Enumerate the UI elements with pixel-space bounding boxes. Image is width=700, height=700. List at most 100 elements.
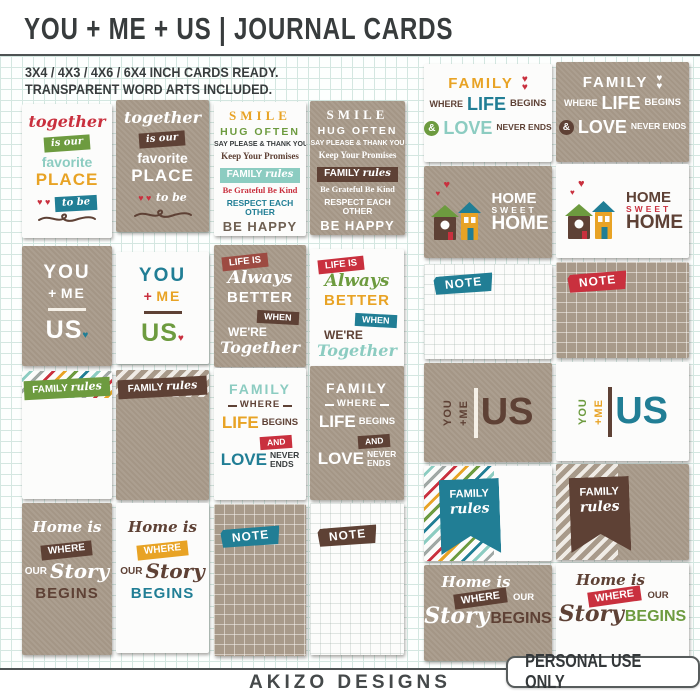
word-respect: RESPECT EACH OTHER bbox=[324, 196, 391, 217]
card-family-begins-kraft: FAMILY WHERE LIFE BEGINS AND LOVE NEVER END… bbox=[310, 366, 404, 500]
card-family-rules-pennant-white: FAMILY rules bbox=[424, 466, 552, 561]
hearts-icon: ♥ ♥ bbox=[37, 196, 51, 207]
word-me: ME bbox=[60, 284, 86, 301]
divider-bar bbox=[473, 387, 478, 438]
word-home-is: Home is bbox=[128, 518, 197, 536]
heart-icon: ♥ bbox=[578, 178, 585, 190]
word-where: WHERE bbox=[429, 99, 464, 110]
heart-icon: ♥ bbox=[443, 179, 451, 191]
word-never: NEVER bbox=[270, 449, 300, 460]
word-home: HOME bbox=[491, 189, 537, 207]
word-where: WHERE bbox=[336, 398, 378, 410]
word-together: together bbox=[28, 112, 106, 131]
word-you-vertical: YOU bbox=[576, 398, 589, 425]
word-together: Together bbox=[317, 341, 397, 361]
heart-icon: ♥ bbox=[177, 333, 184, 345]
word-say-please: SAY PLEASE & THANK YOU bbox=[310, 140, 405, 147]
banner-where: WHERE bbox=[40, 540, 94, 561]
card-you-me-us-landscape-kraft: YOU +ME US bbox=[424, 363, 552, 462]
word-me: ME bbox=[458, 399, 471, 419]
word-place: PLACE bbox=[131, 165, 194, 185]
ampersand-badge: & bbox=[558, 119, 574, 135]
word-us: US bbox=[141, 319, 178, 348]
word-ends: ENDS bbox=[367, 458, 391, 469]
word-grateful-kind: Be Grateful Be Kind bbox=[320, 183, 395, 194]
heart-icon: ♥ bbox=[521, 81, 528, 93]
dash-left bbox=[324, 403, 334, 406]
word-begins: BEGINS bbox=[644, 97, 681, 109]
word-you: YOU bbox=[43, 262, 91, 283]
word-love: LOVE bbox=[443, 117, 493, 138]
hearts-icon: ♥ ♥ bbox=[138, 192, 152, 203]
word-life: LIFE bbox=[318, 412, 356, 432]
word-home-is: Home is bbox=[576, 571, 645, 589]
word-rules: rules bbox=[362, 168, 391, 180]
banner-note: NOTE bbox=[567, 269, 628, 295]
word-life: LIFE bbox=[601, 93, 641, 114]
card-family-rules-banner-kraft: FAMILY rules bbox=[116, 370, 209, 500]
divider-bar bbox=[143, 311, 182, 315]
card-you-me-us-kraft: YOU + ME US♥ bbox=[22, 246, 112, 366]
word-us: US bbox=[45, 316, 83, 345]
word-together: together bbox=[123, 108, 202, 127]
word-story: Story bbox=[145, 558, 205, 583]
card-you-me-us-landscape-white: YOU +ME US bbox=[556, 362, 689, 461]
word-home: HOME bbox=[626, 188, 671, 206]
divider-bar bbox=[608, 386, 613, 437]
banner-where: WHERE bbox=[136, 540, 189, 561]
word-family: FAMILY bbox=[127, 381, 164, 395]
word-to-be: to be bbox=[155, 190, 187, 204]
card-family-rules-banner-white: FAMILY rules bbox=[22, 371, 112, 499]
banner-is-our: is our bbox=[138, 130, 187, 149]
card-together-kraft: together is our favorite PLACE ♥ ♥ to be bbox=[116, 100, 209, 232]
word-grateful-kind: Be Grateful Be Kind bbox=[222, 184, 298, 195]
page-title: YOU + ME + US | JOURNAL CARDS bbox=[24, 11, 574, 47]
word-plus-me-vertical: +ME bbox=[593, 388, 606, 436]
designer-brand: AKIZO DESIGNS bbox=[249, 672, 451, 693]
word-family: FAMILY bbox=[31, 382, 69, 396]
word-favorite: favorite bbox=[41, 153, 93, 170]
word-home-is: Home is bbox=[32, 518, 102, 536]
word-where: WHERE bbox=[564, 98, 598, 109]
plus-sign: + bbox=[458, 418, 471, 426]
heart-icon: ♥ bbox=[82, 330, 89, 342]
houses-icon bbox=[565, 201, 615, 239]
word-promises: Keep Your Promises bbox=[318, 150, 397, 161]
card-life-better-kraft: LIFE IS Always BETTER WHEN WE'RE Togethe… bbox=[214, 245, 306, 367]
card-home-story-kraft: Home is WHERE OUR Story BEGINS bbox=[22, 503, 112, 655]
banner-when: WHEN bbox=[256, 310, 299, 326]
banner-is-our: is our bbox=[43, 134, 91, 153]
word-rules: rules bbox=[265, 169, 294, 181]
word-us: US bbox=[480, 390, 534, 433]
word-ends: ENDS bbox=[270, 459, 294, 470]
word-love: LOVE bbox=[317, 448, 364, 468]
swash-icon bbox=[38, 213, 96, 222]
word-rules: rules bbox=[165, 378, 198, 393]
word-me: ME bbox=[592, 398, 605, 418]
word-smile: SMILE bbox=[326, 107, 389, 122]
card-home-sweet-kraft: ♥ ♥ HOME SWEET HOME bbox=[424, 166, 552, 258]
card-family-rules-list-kraft: SMILE HUG OFTEN SAY PLEASE & THANK YOU K… bbox=[310, 101, 405, 235]
ampersand-badge: & bbox=[424, 120, 440, 136]
word-family: FAMILY bbox=[226, 169, 263, 181]
word-begins: BEGINS bbox=[490, 610, 552, 628]
word-always: Always bbox=[324, 271, 390, 292]
word-rules: rules bbox=[449, 499, 490, 518]
word-me: ME bbox=[156, 287, 182, 304]
dash-right bbox=[380, 403, 390, 406]
word-favorite: favorite bbox=[137, 149, 188, 166]
houses-illustration: ♥ ♥ bbox=[562, 178, 620, 242]
license-text: PERSONAL USE ONLY bbox=[525, 651, 642, 692]
banner-note: NOTE bbox=[220, 524, 281, 550]
intro-line2: TRANSPARENT WORD ARTS INCLUDED. bbox=[25, 81, 273, 97]
card-note-portrait-white: NOTE bbox=[310, 503, 404, 655]
word-respect: RESPECT EACH OTHER bbox=[226, 197, 294, 218]
intro-text: 3X4 / 4X3 / 4X6 / 6X4 INCH CARDS READY. … bbox=[25, 64, 307, 98]
plus-sign: + bbox=[48, 284, 57, 301]
intro-line1: 3X4 / 4X3 / 4X6 / 6X4 INCH CARDS READY. bbox=[25, 64, 279, 80]
word-promises: Keep Your Promises bbox=[221, 151, 299, 162]
word-better: BETTER bbox=[324, 291, 390, 309]
word-sweet: SWEET bbox=[626, 203, 672, 214]
word-begins: BEGINS bbox=[624, 608, 687, 626]
card-home-story-white: Home is WHERE OUR Story BEGINS bbox=[116, 503, 209, 653]
